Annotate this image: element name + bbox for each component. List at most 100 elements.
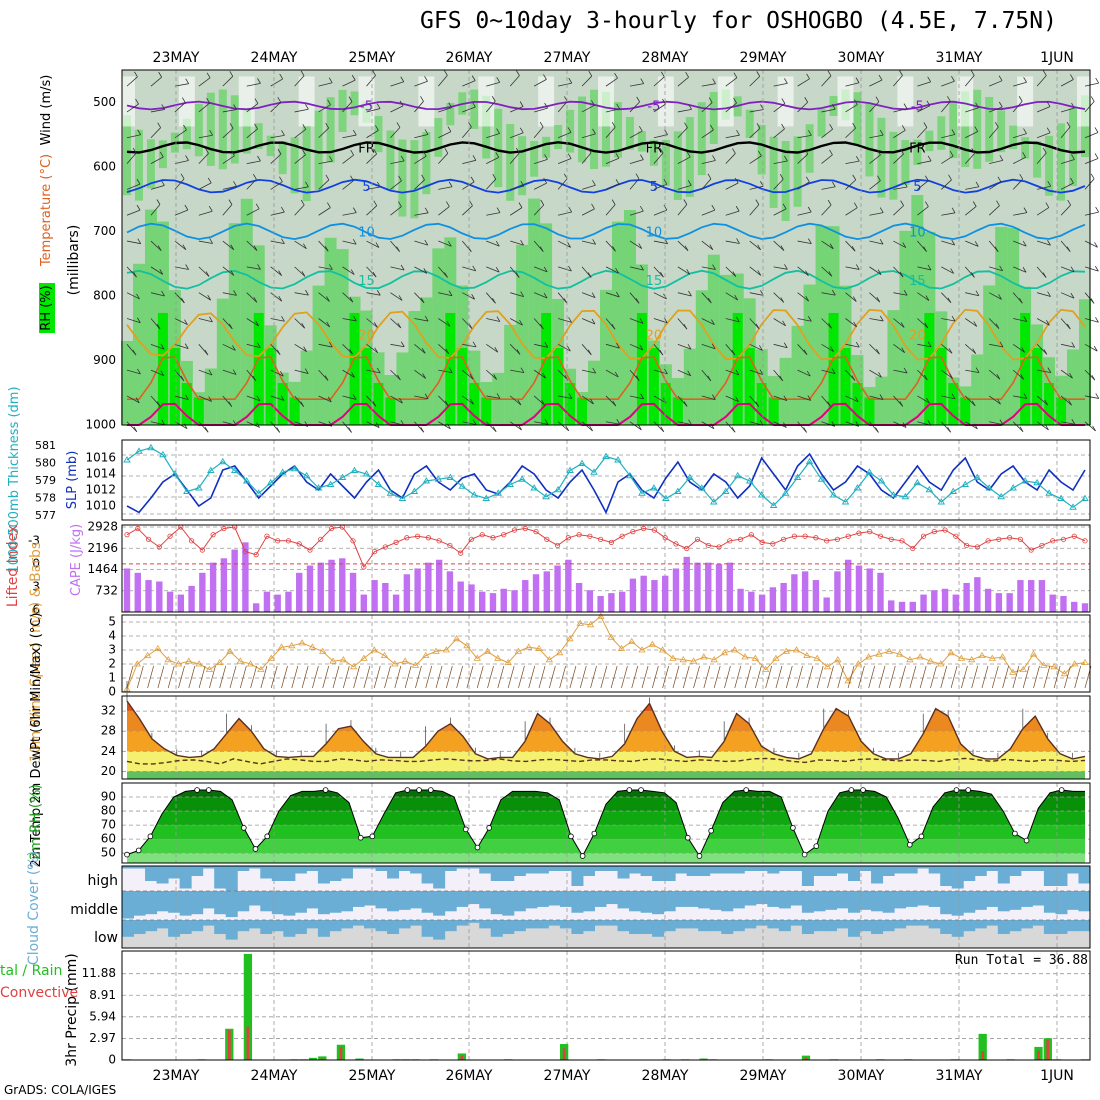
cape-axis-label: CAPE (J/kg) (69, 524, 84, 596)
wind-barb (239, 665, 247, 689)
lifted-index-point (759, 539, 765, 545)
cape-bar (608, 593, 615, 612)
wind-barb (363, 665, 371, 689)
wind-barb (373, 665, 381, 689)
wind-speed-point (1009, 668, 1017, 675)
wind-speed-point (143, 651, 152, 658)
wind-barb (909, 665, 917, 689)
date-label-bottom: 29MAY (740, 1068, 787, 1084)
wind-barb (765, 665, 773, 689)
wind-barb (136, 665, 144, 689)
lifted-index-line (126, 526, 1086, 569)
thickness-point (733, 471, 742, 479)
wind-axis-label: 10m Wind Speed (m/s) & Barbs (28, 542, 44, 762)
cape-bar (188, 585, 195, 612)
wind-speed-point (916, 653, 924, 660)
cloud-bar (940, 866, 953, 886)
lifted-index-point (382, 544, 388, 550)
lifted-index-point (996, 536, 1002, 542)
cloud-bar (652, 920, 665, 937)
cloud-bar (778, 920, 791, 932)
wind-label: Wind (m/s) (39, 75, 54, 146)
cloud-bar (1066, 866, 1079, 874)
lifted-index-point (834, 536, 841, 542)
cloud-bar (686, 920, 699, 929)
wind-barb (672, 665, 680, 689)
cloud-bar (1020, 920, 1033, 929)
thickness-point (638, 489, 646, 496)
wind-speed-point (731, 646, 739, 653)
cape-bar (1071, 601, 1078, 612)
cloud-bar (398, 891, 411, 910)
rh-fill-band (127, 839, 1085, 854)
cloud-bar (444, 891, 457, 912)
wind-speed-point (895, 650, 904, 657)
wind-barb (693, 665, 700, 689)
wind-barb (600, 665, 608, 689)
cloud-bar (675, 866, 688, 874)
wind-speed-point (803, 651, 811, 658)
wind-speed-point (813, 654, 821, 661)
cape-bar (866, 568, 873, 612)
cape-bar (758, 594, 766, 612)
wind-speed-point (710, 656, 718, 663)
wind-speed-point (689, 657, 698, 664)
cape-bar (715, 564, 723, 612)
cloud-bar (1009, 920, 1022, 932)
cloud-bar (340, 866, 353, 879)
lifted-index-label: Lifted Index (5, 525, 21, 607)
cloud-bar (617, 866, 630, 879)
wind-barb (652, 665, 659, 689)
rh-point (474, 844, 481, 851)
cloud-bar (525, 920, 538, 929)
lifted-index-point (877, 533, 884, 539)
rh-point (953, 787, 960, 793)
lifted-index-point (791, 533, 797, 539)
cloud-bar (698, 891, 711, 909)
wind-barb (1033, 665, 1040, 689)
wind-speed-point (679, 656, 687, 663)
cloud-bar (329, 920, 342, 932)
thickness-point (626, 471, 634, 479)
wind-speed-point (638, 646, 646, 653)
thickness-point (709, 498, 718, 505)
wind-barb (724, 665, 731, 689)
wind-barb (157, 665, 165, 689)
cloud-panel (122, 866, 1091, 948)
cloud-bar (410, 920, 423, 926)
thickness-point (566, 466, 574, 473)
thickness-point (314, 484, 323, 491)
cape-bar (252, 603, 260, 612)
thickness-point (889, 491, 898, 498)
wind-barb (394, 665, 402, 689)
lifted-index-point (953, 533, 959, 539)
wind-tick: 4 (108, 629, 116, 643)
cloud-bar (894, 891, 907, 909)
rh-point (1023, 837, 1030, 844)
cloud-bar (271, 891, 284, 915)
wind-speed-point (319, 647, 327, 654)
cloud-bar (202, 891, 215, 909)
cloud-bar (317, 866, 330, 884)
rh-legend-swatch (39, 283, 55, 333)
cloud-bar (248, 891, 261, 906)
lifted-index-point (727, 538, 733, 544)
cloud-bar (248, 866, 261, 869)
lifted-index-point (145, 536, 152, 542)
date-label-top: 28MAY (642, 50, 689, 66)
thickness-point (1069, 503, 1077, 510)
cloud-bar (594, 920, 607, 926)
cloud-bar (502, 866, 515, 881)
lifted-index-point (651, 527, 658, 533)
wind-barb (950, 665, 958, 689)
cape-tick: 2928 (87, 520, 118, 534)
lifted-index-point (210, 532, 216, 538)
isotherm-label: 15 (909, 274, 926, 289)
wind-barb (682, 665, 690, 689)
cape-bar (575, 582, 583, 612)
cape-bar (737, 588, 744, 612)
slp-axis-label: SLP (mb) (65, 451, 80, 510)
cloud-bar (502, 920, 515, 934)
cloud-bar (156, 891, 169, 912)
wind-barb (579, 665, 587, 689)
